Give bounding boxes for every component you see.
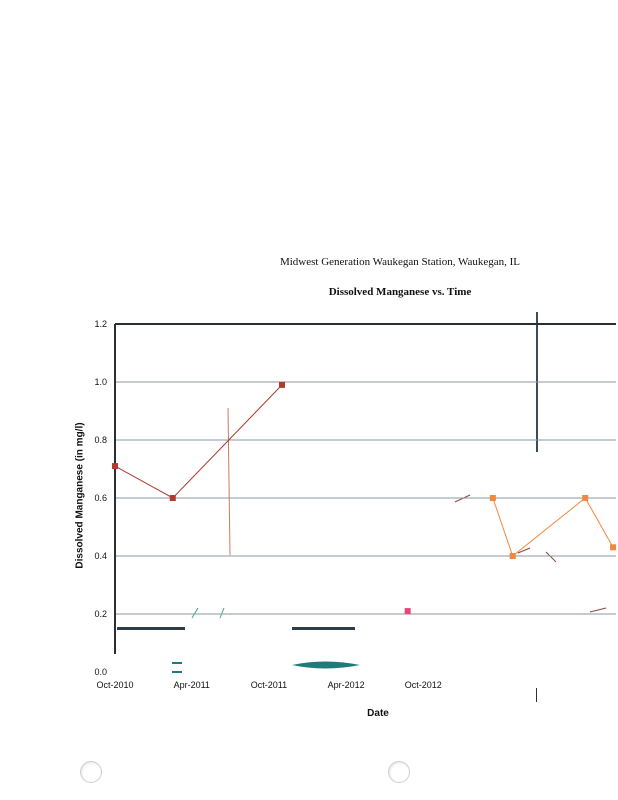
data-series [112,381,617,615]
x-tick-labels: Oct-2010 Apr-2011 Oct-2011 Apr-2012 Oct-2012 [96,680,441,690]
y-tick-label: 1.2 [94,319,107,329]
chart-title: Dissolved Manganese vs. Time [328,286,472,298]
data-point [489,495,496,501]
y-tick-label: 0.0 [94,667,107,677]
data-point [169,495,176,501]
data-point [279,381,285,388]
punch-hole [388,761,410,783]
x-tick-label: Apr-2011 [174,680,210,690]
data-point [112,463,118,470]
scan-mark-bar [292,627,355,630]
data-point [582,495,589,501]
x-tick-label: Oct-2011 [251,680,287,690]
series-0 [112,381,285,501]
scan-tick [589,607,607,613]
series-line [492,497,614,557]
series-line [114,384,283,499]
data-point [404,608,411,615]
grid-lines [115,381,616,615]
scan-tick [191,607,199,619]
scan-tick [219,607,225,619]
punch-hole [80,761,102,783]
axes [114,323,616,654]
scan-mark-bar [172,662,182,664]
x-tick-label: Apr-2012 [328,680,365,690]
y-tick-label: 0.2 [94,609,107,619]
scan-mark-bar [117,627,185,630]
site-title: Midwest Generation Waukegan Station, Wau… [279,256,521,268]
scan-artifacts [117,312,607,702]
series-1 [489,495,617,559]
data-point [509,553,516,559]
data-point [610,544,617,551]
x-tick-label: Oct-2012 [405,680,442,690]
scan-tick [545,551,557,563]
scan-mark-line [536,688,537,702]
x-tick-label: Oct-2010 [96,680,133,690]
y-tick-labels: 0.0 0.2 0.4 0.6 0.8 1.0 1.2 [94,319,107,677]
series-2 [404,608,411,615]
y-tick-label: 0.8 [94,435,107,445]
x-axis-label: Date [367,708,389,719]
scan-smudge [292,661,360,669]
scan-tick [517,547,531,554]
y-tick-label: 0.6 [94,493,107,503]
scan-tick [227,407,231,556]
y-tick-label: 1.0 [94,377,107,387]
scan-mark-bar [172,671,182,673]
y-tick-label: 0.4 [94,551,107,561]
